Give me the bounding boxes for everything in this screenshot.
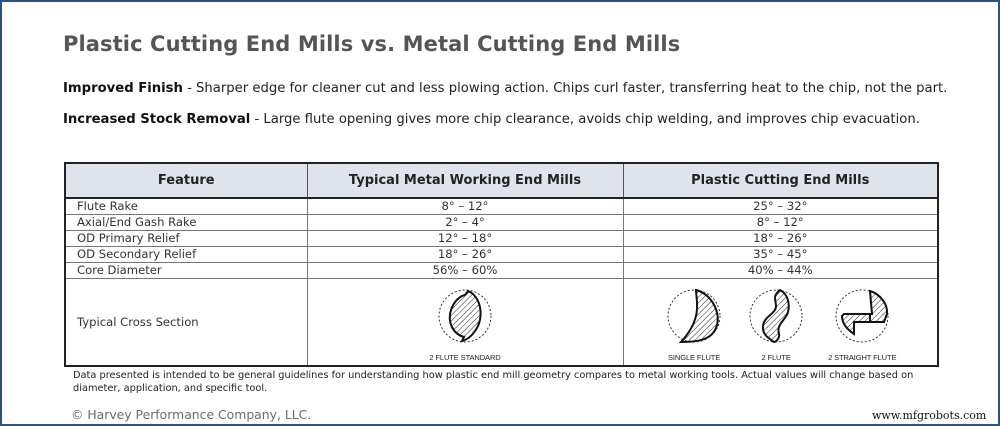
feature-cell: Core Diameter (64, 262, 308, 279)
benefit-text: - Large flute opening gives more chip cl… (250, 112, 920, 127)
plastic-value-cell: 8° – 12° (622, 214, 939, 231)
table-row: OD Primary Relief 12° – 18° 18° – 26° (64, 230, 939, 247)
header-metal: Typical Metal Working End Mills (306, 162, 624, 199)
comparison-table: Feature Typical Metal Working End Mills … (64, 162, 939, 367)
table-header-row: Feature Typical Metal Working End Mills … (64, 162, 939, 199)
figure-label: SINGLE FLUTE (668, 352, 721, 362)
plastic-value-cell: 35° – 45° (622, 246, 939, 263)
metal-value-cell: 12° – 18° (306, 230, 624, 247)
table-row: Core Diameter 56% – 60% 40% – 44% (64, 262, 939, 279)
copyright: © Harvey Performance Company, LLC. (71, 407, 312, 422)
feature-cell: Typical Cross Section (64, 278, 308, 367)
page-title: Plastic Cutting End Mills vs. Metal Cutt… (63, 32, 681, 56)
metal-cross-section-cell: 2 FLUTE STANDARD (306, 278, 624, 367)
single-flute-cross-section-icon (667, 288, 721, 343)
figure-label: 2 FLUTE (761, 352, 791, 362)
benefit-label: Improved Finish (63, 81, 183, 96)
benefit-increased-stock-removal: Increased Stock Removal - Large flute op… (63, 112, 920, 127)
feature-cell: Axial/End Gash Rake (64, 214, 308, 231)
metal-value-cell: 2° – 4° (306, 214, 624, 231)
disclaimer-note: Data presented is intended to be general… (73, 370, 914, 394)
metal-value-cell: 8° – 12° (306, 197, 624, 215)
benefit-label: Increased Stock Removal (63, 112, 251, 127)
benefit-text: - Sharper edge for cleaner cut and less … (182, 81, 948, 96)
feature-cell: Flute Rake (64, 197, 308, 215)
table-row-cross-section: Typical Cross Section (64, 278, 939, 367)
table-row: Flute Rake 8° – 12° 25° – 32° (64, 197, 939, 215)
plastic-value-cell: 40% – 44% (622, 262, 939, 279)
two-flute-standard-cross-section-icon (438, 289, 492, 342)
table-row: Axial/End Gash Rake 2° – 4° 8° – 12° (64, 214, 939, 231)
figure-two-straight-flute: 2 STRAIGHT FLUTE (828, 286, 896, 365)
header-feature: Feature (64, 162, 308, 199)
figure-two-flute-standard: 2 FLUTE STANDARD (429, 286, 501, 365)
feature-cell: OD Secondary Relief (64, 246, 308, 263)
two-flute-cross-section-icon (749, 288, 803, 343)
plastic-value-cell: 25° – 32° (622, 197, 939, 215)
two-straight-flute-cross-section-icon (835, 289, 889, 342)
table-row: OD Secondary Relief 18° – 26° 35° – 45° (64, 246, 939, 263)
figure-label: 2 FLUTE STANDARD (429, 352, 501, 362)
plastic-cross-section-cell: SINGLE FLUTE 2 FLUTE (622, 278, 939, 367)
header-plastic: Plastic Cutting End Mills (622, 162, 939, 199)
metal-value-cell: 56% – 60% (306, 262, 624, 279)
figure-label: 2 STRAIGHT FLUTE (828, 352, 897, 362)
benefit-improved-finish: Improved Finish - Sharper edge for clean… (63, 81, 947, 96)
plastic-value-cell: 18° – 26° (622, 230, 939, 247)
watermark: www.mfgrobots.com (872, 409, 987, 422)
figure-two-flute: 2 FLUTE (746, 286, 806, 365)
metal-value-cell: 18° – 26° (306, 246, 624, 263)
figure-single-flute: SINGLE FLUTE (664, 286, 724, 365)
feature-cell: OD Primary Relief (64, 230, 308, 247)
